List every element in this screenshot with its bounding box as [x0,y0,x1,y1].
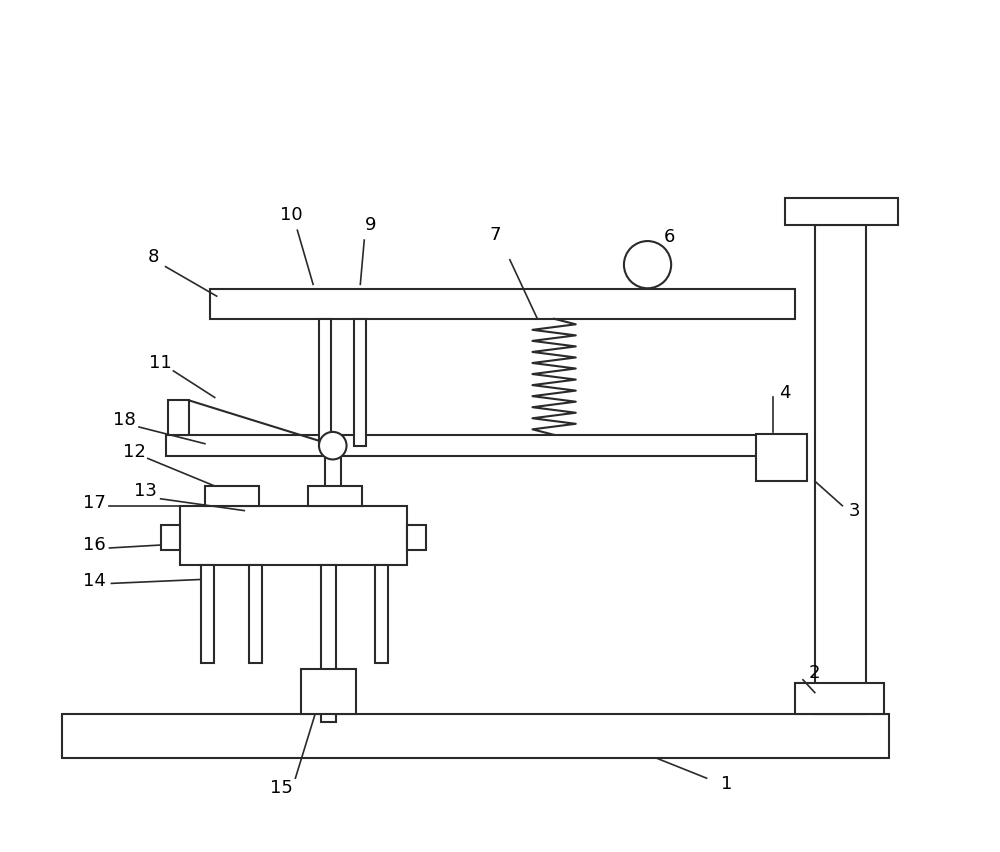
Bar [375,565,388,663]
Bar [249,565,262,663]
Text: 9: 9 [364,216,376,234]
Bar [407,526,426,550]
Text: 16: 16 [83,536,106,554]
Text: 11: 11 [149,354,172,372]
Bar [301,669,356,714]
Bar [308,486,362,506]
Bar [785,198,898,225]
Text: 7: 7 [489,226,501,245]
Bar [325,457,341,550]
Text: 6: 6 [664,228,675,246]
Text: 15: 15 [270,779,293,797]
Bar [210,290,795,319]
Bar [62,714,889,758]
Text: 2: 2 [809,664,821,682]
Bar [205,486,259,506]
Text: 3: 3 [848,502,860,520]
Text: 10: 10 [280,206,303,224]
Text: 18: 18 [113,412,136,429]
Text: 8: 8 [148,248,159,266]
Bar [795,682,884,714]
Circle shape [319,432,347,459]
Bar [321,565,336,722]
Bar [354,319,366,446]
Bar [319,319,331,446]
Bar [756,434,807,481]
Bar [815,225,866,714]
Bar [201,565,214,663]
Bar [161,526,180,550]
Bar [168,400,189,435]
Text: 17: 17 [83,493,106,512]
Text: 13: 13 [134,482,157,500]
Text: 4: 4 [780,383,791,401]
Bar [166,435,805,457]
Text: 12: 12 [123,442,146,461]
Text: 14: 14 [83,573,106,590]
Bar [180,506,407,565]
Circle shape [624,241,671,288]
Text: 1: 1 [721,775,732,793]
